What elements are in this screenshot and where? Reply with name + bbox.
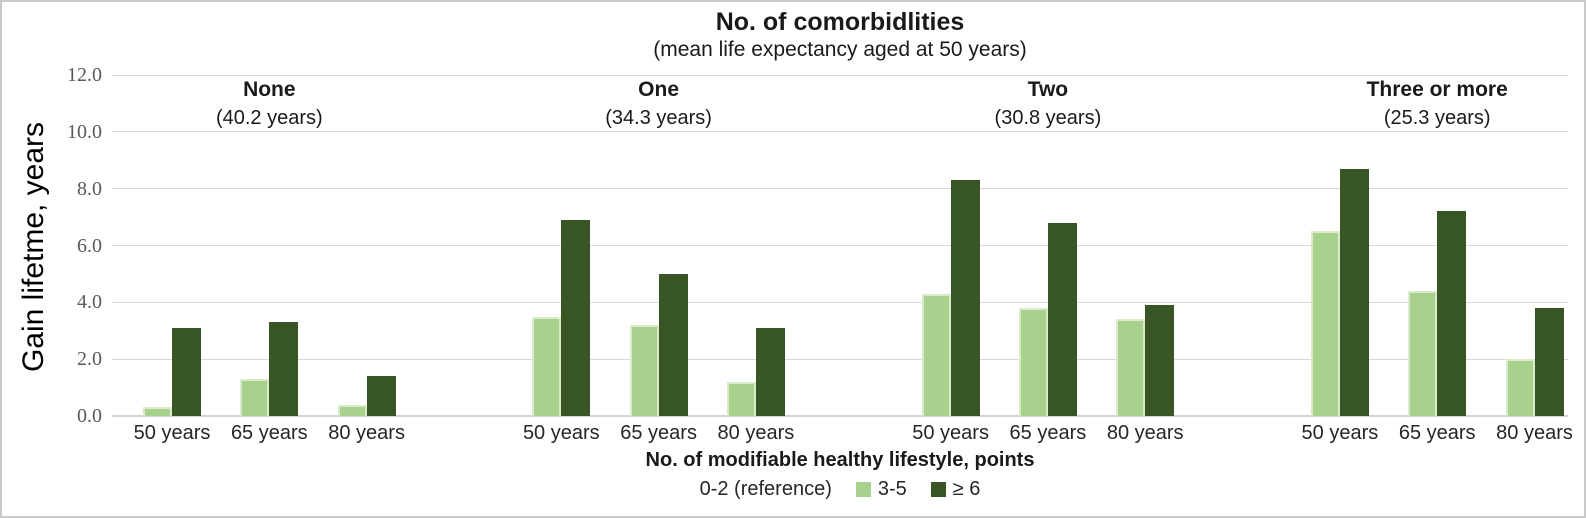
- bar-three-or-more-65-years-3-5: [1408, 291, 1438, 416]
- bar-none-50-years-≥ 6: [172, 328, 201, 416]
- x-tick-label: 65 years: [1398, 422, 1476, 444]
- bar-none-65-years-3-5: [240, 379, 270, 416]
- x-tick-label: 65 years: [1009, 422, 1087, 444]
- y-tick-label-2.0: 2.0: [77, 348, 102, 371]
- group-header-1: One (34.3 years): [499, 77, 819, 133]
- bar-none-80-years-≥ 6: [366, 376, 396, 416]
- bar-one-65-years-≥ 6: [658, 274, 688, 416]
- bar-three-or-more-80-years-3-5: [1505, 359, 1535, 416]
- x-tick-label: 50 years: [912, 422, 989, 444]
- bar-three-or-more-50-years-3-5: [1310, 231, 1340, 416]
- gridline-y-10: [112, 131, 1568, 133]
- legend-swatch-icon: [930, 482, 946, 497]
- gridline-y-4: [112, 301, 1568, 303]
- group-header-0: None (40.2 years): [109, 77, 429, 133]
- x-tick-label: 65 years: [620, 422, 697, 444]
- group-header-2: Two (30.8 years): [888, 77, 1208, 133]
- x-tick-label: 80 years: [717, 422, 795, 444]
- bar-three-or-more-65-years-≥ 6: [1437, 211, 1467, 416]
- bar-three-or-more-50-years-≥ 6: [1339, 169, 1369, 416]
- bar-one-80-years-≥ 6: [755, 328, 785, 416]
- group-label: Three or more: [1366, 78, 1508, 101]
- legend-swatch-icon: [855, 482, 871, 497]
- gridline-y-12: [112, 74, 1568, 76]
- bar-two-65-years-3-5: [1018, 308, 1048, 416]
- x-tick-label: 80 years: [328, 422, 405, 444]
- bar-one-50-years-3-5: [532, 317, 562, 416]
- y-tick-label-12.0: 12.0: [67, 64, 102, 86]
- x-tick-label: 80 years: [1106, 422, 1184, 444]
- group-label: Two: [1027, 78, 1069, 101]
- x-tick-label: 50 years: [1301, 422, 1379, 444]
- bar-two-50-years-3-5: [921, 294, 951, 416]
- bar-two-50-years-≥ 6: [950, 180, 980, 416]
- x-axis-line: [112, 415, 1568, 417]
- bar-two-65-years-≥ 6: [1047, 223, 1077, 416]
- y-tick-label-10.0: 10.0: [67, 120, 102, 143]
- x-tick-label: 50 years: [133, 422, 211, 444]
- plot-area: None (40.2 years) One (34.3 years) Two (30.8 …: [109, 74, 1568, 417]
- gridline-y-2: [112, 358, 1568, 360]
- group-label: One: [638, 78, 680, 101]
- gridline-y-8: [112, 188, 1568, 190]
- bar-three-or-more-80-years-≥ 6: [1534, 308, 1564, 416]
- bar-one-50-years-≥ 6: [561, 220, 591, 416]
- bar-none-50-years-3-5: [143, 407, 172, 416]
- bar-two-80-years-3-5: [1116, 319, 1146, 416]
- legend: 0-2 (reference) 3-5 ≥ 6: [112, 478, 1568, 501]
- chart-title: No. of comorbidlities: [715, 8, 965, 36]
- bar-two-80-years-≥ 6: [1145, 305, 1175, 416]
- legend-item-≥6: ≥ 6: [930, 478, 981, 501]
- y-tick-label-8.0: 8.0: [77, 177, 102, 200]
- group-label: None: [243, 78, 296, 101]
- gridline-y-6: [112, 245, 1568, 246]
- group-sublabel: (30.8 years): [994, 107, 1102, 129]
- group-sublabel: (25.3 years): [1383, 107, 1491, 129]
- bar-one-65-years-3-5: [629, 325, 659, 416]
- legend-item-reference: 0-2 (reference): [700, 478, 832, 501]
- group-sublabel: (40.2 years): [215, 107, 323, 129]
- y-tick-label-0.0: 0.0: [77, 405, 102, 427]
- legend-label: ≥ 6: [952, 478, 981, 500]
- x-tick-label: 50 years: [522, 422, 600, 444]
- y-tick-label-6.0: 6.0: [77, 234, 102, 257]
- x-axis-title: No. of modifiable healthy lifestyle, poi…: [645, 449, 1035, 471]
- legend-label-reference: 0-2 (reference): [699, 478, 832, 500]
- bar-one-80-years-3-5: [726, 382, 756, 416]
- bar-none-80-years-3-5: [337, 405, 367, 416]
- x-tick-label: 80 years: [1496, 422, 1573, 444]
- group-sublabel: (34.3 years): [605, 107, 712, 129]
- x-tick-label: 65 years: [230, 422, 308, 444]
- group-header-3: Three or more (25.3 years): [1277, 77, 1584, 133]
- bar-none-65-years-≥ 6: [269, 322, 299, 416]
- y-tick-label-4.0: 4.0: [77, 291, 102, 314]
- legend-item-3-5: 3-5: [855, 478, 907, 501]
- chart-subtitle: (mean life expectancy aged at 50 years): [653, 38, 1027, 61]
- legend-label: 3-5: [877, 478, 907, 500]
